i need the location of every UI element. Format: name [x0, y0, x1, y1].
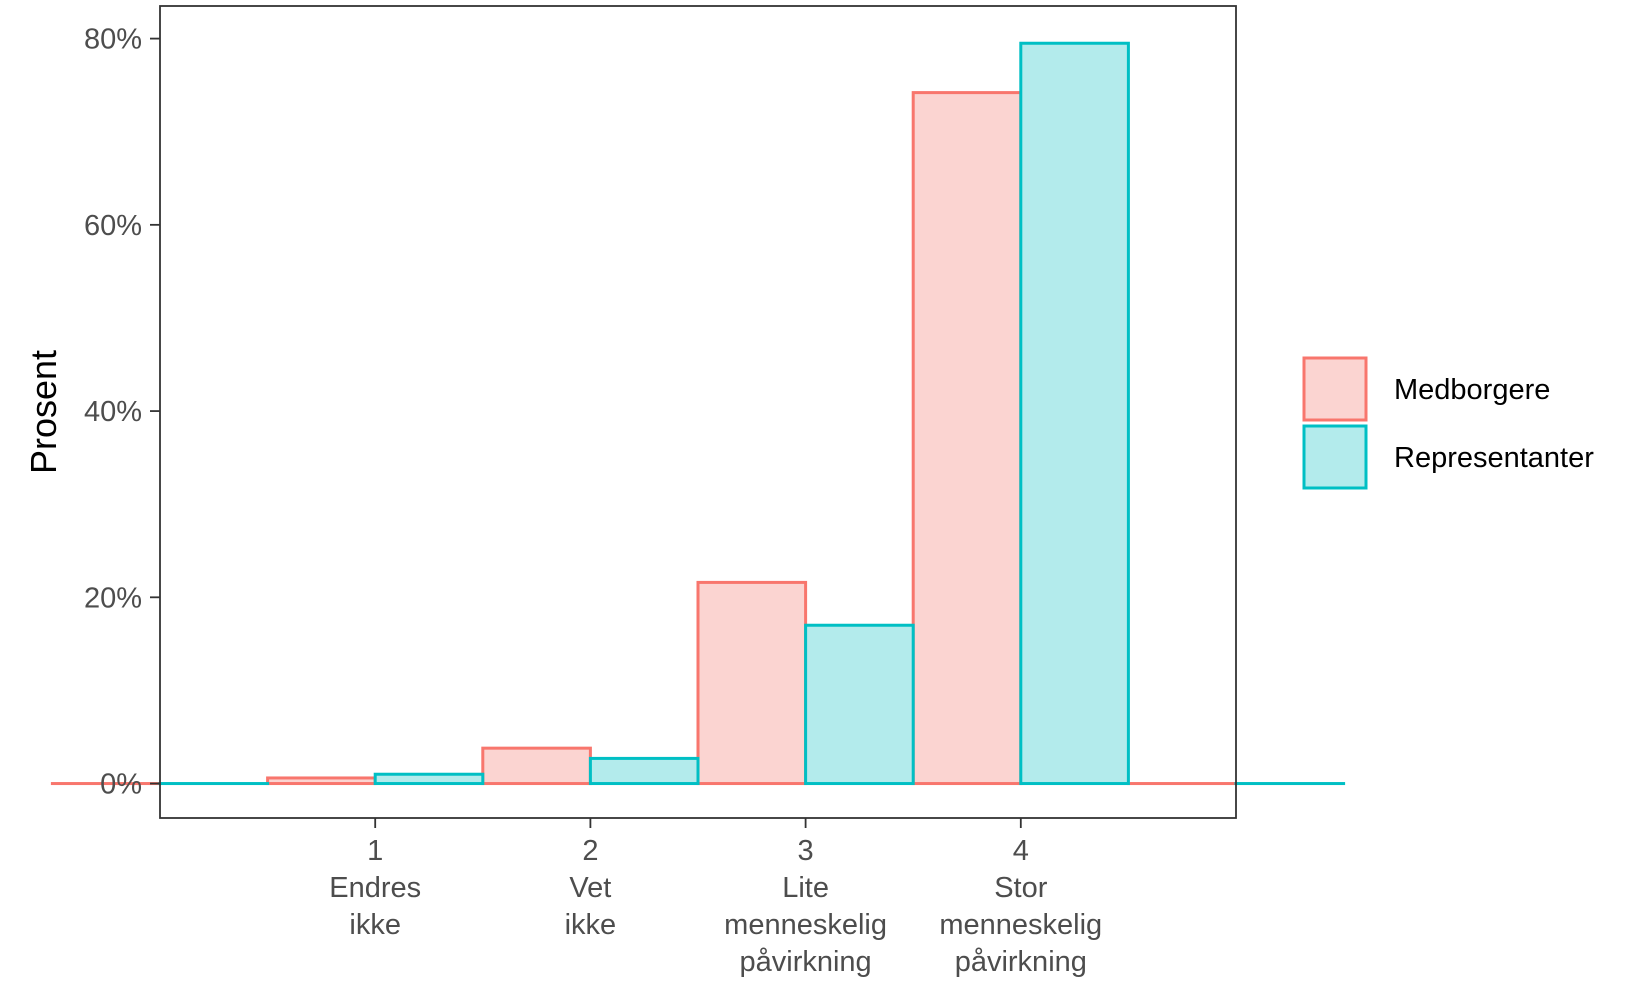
bar-representanter-2 — [588, 756, 700, 786]
x-tick-label: 2 Vet ikke — [565, 835, 617, 941]
legend-key-medborgere — [1302, 356, 1368, 422]
y-axis: 0% 20% 40% 60% 80% — [84, 24, 160, 801]
y-tick-label: 40% — [84, 396, 142, 428]
x-axis: 1 Endres ikke 2 Vet ikke 3 Lite menneskelig påvir… — [329, 818, 1102, 978]
bar-representanter-3 — [804, 623, 915, 786]
y-axis-title: Prosent — [23, 350, 64, 474]
bar-medborgere-2 — [481, 746, 592, 786]
bar-medborgere-4 — [911, 91, 1023, 786]
y-tick-label: 60% — [84, 210, 142, 242]
panel-border — [159, 5, 1237, 819]
x-tick-label: 3 Lite menneskelig påvirkning — [724, 835, 887, 978]
bar-representanter-1 — [373, 772, 485, 786]
legend-label-medborgere: Medborgere — [1394, 374, 1550, 406]
bar-medborgere-1 — [266, 776, 377, 786]
x-tick-label: 1 Endres ikke — [329, 835, 421, 941]
legend-label-representanter: Representanter — [1394, 442, 1594, 474]
legend-key-representanter — [1302, 424, 1368, 490]
bars-layer — [50, 41, 1346, 786]
bar-medborgere-3 — [696, 580, 808, 786]
y-tick-label: 80% — [84, 24, 142, 56]
y-tick-label: 0% — [100, 769, 142, 801]
legend: Medborgere Representanter — [1302, 356, 1594, 490]
x-tick-label: 4 Stor menneskelig påvirkning — [939, 835, 1102, 978]
bar-representanter-4 — [1019, 41, 1130, 786]
y-tick-label: 20% — [84, 582, 142, 614]
